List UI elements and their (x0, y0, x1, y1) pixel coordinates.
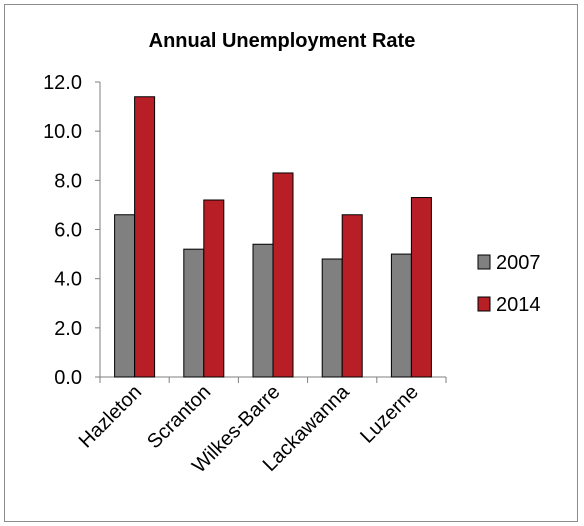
legend-label-2007: 2007 (496, 252, 541, 274)
bar-2014-luzerne (410, 197, 432, 378)
y-tick-label: 0.0 (54, 367, 82, 389)
chart-title: Annual Unemployment Rate (149, 30, 416, 52)
bar-2007-lackawanna (321, 258, 343, 378)
y-tick-label: 4.0 (54, 269, 82, 291)
bar-2007-luzerne (390, 253, 412, 378)
bar-2007-hazleton (114, 214, 136, 378)
bar-2014-hazleton (134, 96, 156, 378)
x-tick-label: Scranton (143, 381, 215, 453)
legend-swatch-2007 (477, 254, 491, 270)
y-tick-label: 2.0 (54, 318, 82, 340)
bar-2014-scranton (203, 199, 225, 378)
bar-2014-wilkes-barre (272, 172, 294, 378)
y-tick-label: 8.0 (54, 170, 82, 192)
y-tick-label: 6.0 (54, 220, 82, 242)
legend-label-2014: 2014 (496, 294, 541, 316)
x-tick-label: Hazleton (75, 381, 146, 452)
x-tick-label: Luzerne (356, 381, 423, 448)
bar-2007-scranton (183, 248, 205, 378)
bars (114, 96, 432, 378)
bar-2007-wilkes-barre (252, 243, 274, 378)
legend: 2007 2014 (477, 252, 541, 316)
y-tick-label: 12.0 (43, 72, 82, 94)
bar-2014-lackawanna (341, 214, 363, 378)
y-tick-label: 10.0 (43, 121, 82, 143)
legend-swatch-2014 (477, 296, 491, 312)
y-tick-labels: 0.0 2.0 4.0 6.0 8.0 10.0 12.0 (43, 72, 82, 389)
